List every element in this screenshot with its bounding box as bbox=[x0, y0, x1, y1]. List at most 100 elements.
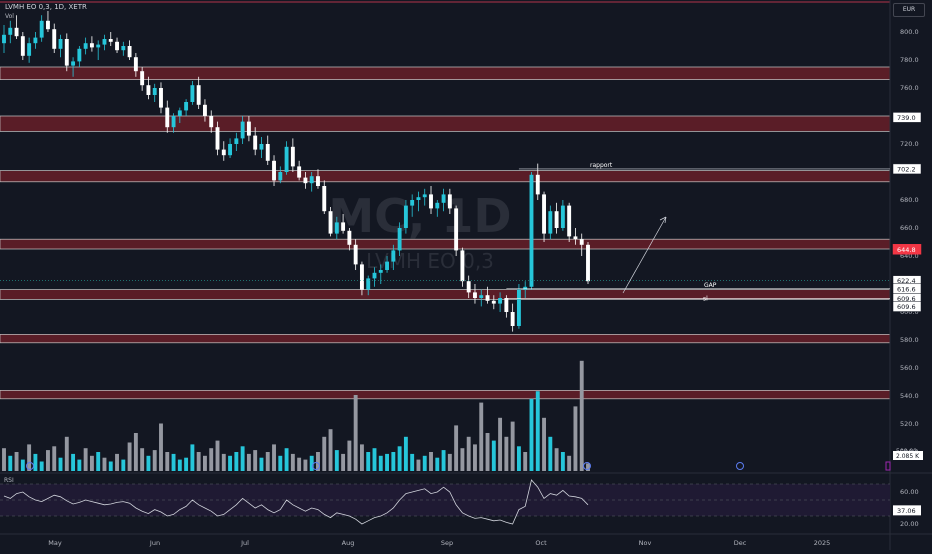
candle-body bbox=[240, 121, 245, 139]
volume-bar bbox=[573, 406, 578, 471]
candle-body bbox=[152, 88, 157, 95]
volume-bar bbox=[385, 453, 390, 471]
volume-bar bbox=[46, 450, 50, 471]
candle-body bbox=[146, 85, 151, 95]
candle-body bbox=[278, 172, 283, 181]
candle-body bbox=[20, 36, 25, 56]
time-tick-label: Jun bbox=[149, 539, 160, 547]
volume-bar bbox=[586, 463, 590, 471]
volume-legend: Vol bbox=[5, 13, 14, 20]
symbol-legend[interactable]: LVMH EO 0,3, 1D, XETR bbox=[5, 3, 87, 11]
price-label-text: 609.6 bbox=[897, 295, 916, 303]
candle-body bbox=[372, 272, 377, 279]
volume-bar bbox=[479, 402, 484, 471]
price-label-bg bbox=[892, 244, 922, 255]
candle-body bbox=[347, 230, 352, 245]
time-tick-label: Aug bbox=[342, 539, 355, 547]
price-tick-label: 640.0 bbox=[900, 252, 919, 260]
candle-body bbox=[171, 116, 176, 128]
volume-bar bbox=[359, 444, 364, 471]
volume-bar bbox=[121, 459, 126, 471]
candle-body bbox=[334, 222, 339, 234]
volume-bar bbox=[77, 459, 82, 471]
zone-2 bbox=[0, 170, 891, 183]
candle-body bbox=[359, 264, 364, 290]
volume-bar bbox=[435, 457, 440, 471]
volume-bar bbox=[473, 444, 477, 471]
volume-bar bbox=[108, 461, 113, 471]
volume-bar bbox=[272, 444, 276, 471]
candle-body bbox=[460, 250, 465, 282]
annotation-label: sl bbox=[703, 296, 708, 303]
volume-bar bbox=[429, 452, 433, 471]
time-tick-label: May bbox=[48, 539, 62, 547]
candle-body bbox=[322, 186, 327, 212]
volume-bar bbox=[89, 455, 94, 471]
volume-bar bbox=[447, 453, 452, 471]
volume-bar bbox=[221, 453, 226, 471]
candle-body bbox=[83, 43, 88, 49]
candle-body bbox=[177, 110, 182, 116]
session-marker bbox=[885, 461, 891, 471]
time-tick-label: Sep bbox=[441, 539, 453, 547]
candle-body bbox=[2, 34, 6, 44]
annotation-label: rapport bbox=[590, 162, 613, 169]
volume-bar bbox=[297, 457, 302, 471]
price-label-tag: 616.6 bbox=[892, 283, 922, 295]
candle-body bbox=[548, 211, 553, 234]
volume-bar bbox=[498, 417, 503, 471]
volume-bar bbox=[403, 436, 408, 471]
volume-bar bbox=[228, 455, 233, 471]
event-marker bbox=[583, 462, 591, 470]
volume-bar bbox=[140, 448, 145, 471]
candle-body bbox=[133, 57, 138, 72]
volume-bar bbox=[504, 436, 509, 471]
volume-bar bbox=[366, 452, 371, 471]
price-tick-label: 560.0 bbox=[900, 364, 919, 372]
volume-bar bbox=[353, 395, 358, 471]
candle-body bbox=[316, 176, 320, 186]
volume-bar bbox=[240, 446, 245, 471]
candle-body bbox=[560, 205, 565, 228]
price-tick-label: 540.0 bbox=[900, 392, 919, 400]
zone-0 bbox=[0, 66, 891, 80]
volume-bar bbox=[416, 459, 421, 471]
candle-body bbox=[479, 295, 484, 298]
volume-bar bbox=[33, 453, 38, 471]
price-label-bg bbox=[892, 112, 922, 123]
volume-bar bbox=[215, 440, 220, 471]
candle-body bbox=[127, 46, 132, 58]
candle-body bbox=[573, 236, 578, 240]
volume-bar bbox=[485, 433, 490, 471]
volume-bar bbox=[422, 455, 427, 471]
price-tick-label: 580.0 bbox=[900, 336, 919, 344]
candle-body bbox=[253, 135, 258, 150]
volume-bar bbox=[165, 452, 170, 471]
candle-body bbox=[510, 312, 515, 326]
rsi-legend: RSI bbox=[4, 477, 14, 484]
volume-bar bbox=[265, 452, 270, 471]
currency-button[interactable]: EUR bbox=[893, 3, 925, 17]
volume-bar bbox=[328, 429, 333, 471]
candle-body bbox=[234, 138, 239, 144]
price-axis-panel bbox=[890, 0, 932, 472]
volume-bar bbox=[529, 398, 534, 471]
candle-body bbox=[366, 278, 371, 290]
candle-body bbox=[422, 194, 427, 198]
candle-body bbox=[284, 146, 289, 172]
candle-body bbox=[159, 88, 163, 108]
volume-bar bbox=[523, 452, 528, 471]
candle-body bbox=[410, 200, 415, 206]
volume-bar bbox=[39, 461, 44, 471]
price-label-text: 644.8 bbox=[897, 246, 916, 254]
candle-body bbox=[535, 174, 540, 195]
volume-bar bbox=[567, 455, 572, 471]
candle-body bbox=[529, 174, 534, 287]
price-tick-label: 600.0 bbox=[900, 308, 919, 316]
candle-body bbox=[297, 166, 302, 178]
candle-body bbox=[89, 43, 94, 48]
event-marker bbox=[312, 462, 320, 470]
candle-body bbox=[221, 149, 226, 156]
